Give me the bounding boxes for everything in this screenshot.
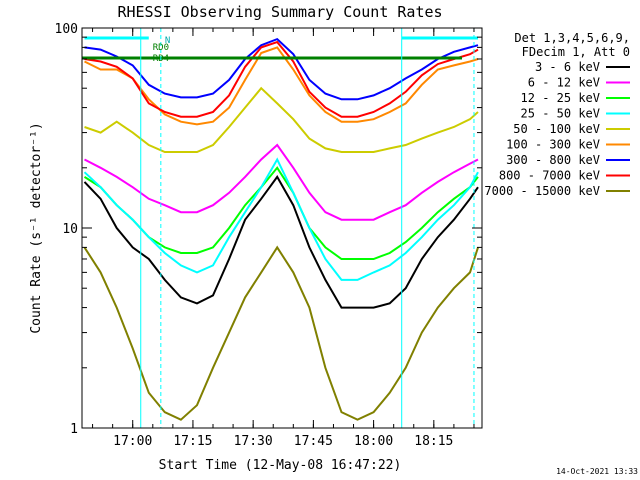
series-line-2 [84, 143, 479, 221]
legend-label-3: 12 - 25 keV [521, 91, 600, 105]
series-line-9 [83, 245, 479, 421]
series-line-3 [83, 166, 479, 260]
axis-ticks: 17:00 17:15 17:30 17:45 18:00 18:15 1 10 100 [55, 22, 482, 449]
x-tick-label: 17:15 [173, 434, 212, 449]
legend-label-6: 100 - 300 keV [506, 138, 600, 152]
x-tick-label: 17:30 [234, 434, 273, 449]
legend-label-9: 7000 - 15000 keV [484, 184, 600, 198]
legend-header-line-1: Det 1,3,4,5,6,9, [514, 31, 630, 45]
x-tick-label: 17:00 [113, 434, 152, 449]
legend-label-8: 800 - 7000 keV [499, 169, 600, 183]
flag-label-n: N [165, 36, 170, 46]
legend-header-line-2: FDecim 1, Att 0 [522, 45, 630, 59]
series-line-8 [84, 40, 479, 118]
series-line-4 [83, 157, 479, 281]
legend-label-5: 50 - 100 keV [513, 122, 600, 136]
legend-label-7: 300 - 800 keV [506, 153, 600, 167]
flag-label-rd0: RD0 [153, 43, 169, 53]
timestamp: 14-Oct-2021 13:33 [556, 467, 638, 476]
legend-label-2: 6 - 12 keV [528, 76, 600, 90]
flag-label-rd4: RD4 [153, 54, 169, 64]
x-axis-label: Start Time (12-May-08 16:47:22) [159, 458, 402, 473]
series-line-5 [84, 86, 479, 153]
legend-label-4: 25 - 50 keV [521, 107, 600, 121]
y-axis-label: Count Rate (s⁻¹ detector⁻¹) [29, 122, 44, 333]
x-tick-label: 18:15 [414, 434, 453, 449]
x-tick-label: 18:00 [354, 434, 393, 449]
chart-title: RHESSI Observing Summary Count Rates [117, 3, 442, 21]
y-tick-label: 10 [62, 222, 78, 237]
x-tick-label: 17:45 [294, 434, 333, 449]
legend-label-1: 3 - 6 keV [535, 60, 600, 74]
legend: Det 1,3,4,5,6,9, FDecim 1, Att 0 3 - 6 k… [484, 31, 630, 198]
series-line-1 [83, 175, 479, 309]
y-tick-label: 1 [70, 422, 78, 437]
series-line-7 [84, 37, 479, 101]
y-tick-label: 100 [55, 22, 78, 37]
